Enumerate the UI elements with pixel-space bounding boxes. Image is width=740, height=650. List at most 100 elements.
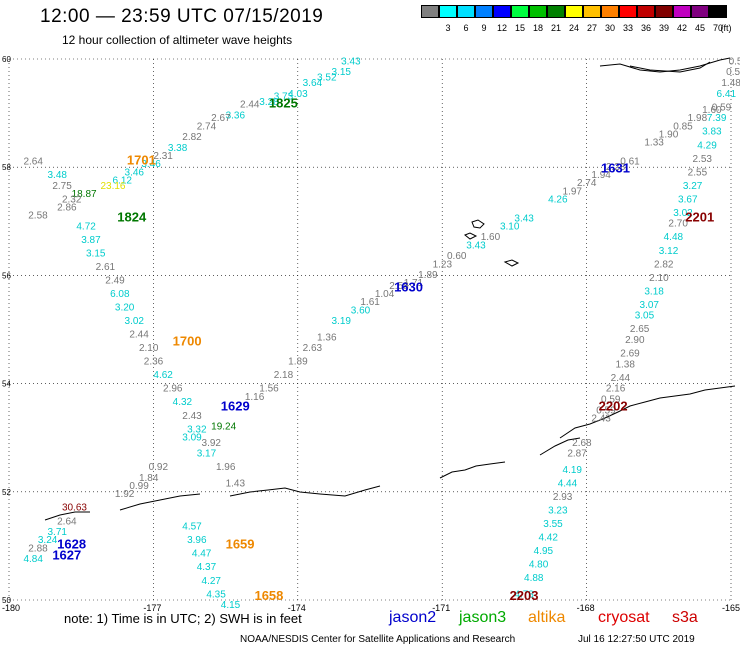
wave-height-value: 0.59: [596, 405, 616, 416]
wave-height-value: 3.12: [659, 246, 679, 257]
wave-height-value: 2.10: [139, 343, 159, 354]
wave-height-value: 4.37: [197, 562, 217, 573]
wave-height-value: 4.48: [664, 232, 684, 243]
wave-height-value: 2.53: [692, 154, 712, 165]
wave-height-value: 2.61: [96, 262, 116, 273]
legend-swatch: [439, 5, 457, 18]
wave-height-value: 3.36: [226, 111, 246, 122]
wave-height-value: 1.60: [481, 232, 501, 243]
wave-height-value: 3.46: [125, 167, 145, 178]
coast-st-lawrence-island: [629, 61, 711, 73]
legend-label: 33: [622, 23, 633, 33]
wave-height-value: 4.15: [221, 600, 241, 611]
wave-height-value: 2.43: [591, 413, 611, 424]
satellite-name-s3a: s3a: [672, 609, 698, 626]
wave-height-value: 1.94: [591, 170, 611, 181]
wave-height-value: 3.73: [274, 92, 294, 103]
wave-height-value: 3.48: [48, 170, 68, 181]
latitude-label: 54: [2, 380, 11, 389]
wave-height-value: 0.59: [726, 67, 740, 78]
legend-label: 70: [712, 23, 723, 33]
altimeter-track-values: 3.433.153.523.644.033.733.282.443.362.67…: [23, 56, 740, 611]
legend-swatch: [691, 5, 709, 18]
legend-swatch: [475, 5, 493, 18]
wave-height-value: 3.28: [259, 97, 279, 108]
wave-height-value: 1.48: [721, 78, 740, 89]
wave-height-value: 3.52: [317, 73, 337, 84]
wave-height-value: 3.87: [81, 235, 101, 246]
wave-height-value: 2.23: [606, 162, 626, 173]
legend-swatch: [673, 5, 691, 18]
wave-height-value: 3.43: [466, 240, 486, 251]
wave-height-value: 1.33: [644, 138, 664, 149]
coast-alaska-peninsula: [559, 385, 736, 439]
wave-height-value: 3.46: [141, 159, 161, 170]
wave-height-value: 3.18: [644, 286, 664, 297]
wave-height-value: 23.16: [100, 181, 125, 192]
legend-label: 42: [676, 23, 687, 33]
wave-height-value: 1.56: [259, 384, 279, 395]
wave-height-value: 4.84: [23, 554, 43, 565]
longitude-label: -171: [432, 603, 450, 613]
legend-label: 39: [658, 23, 669, 33]
longitude-labels: -180 -177 -174 -171 -168 -165: [2, 603, 740, 613]
legend-swatch: [493, 5, 511, 18]
wave-height-value: 2.44: [240, 100, 260, 111]
wave-height-value: 3.38: [168, 143, 188, 154]
wave-height-value: 1.89: [418, 270, 438, 281]
satellite-name-jason3: jason3: [459, 609, 507, 626]
satellite-name-cryosat: cryosat: [598, 609, 650, 626]
wave-height-value: 6.41: [717, 89, 737, 100]
wave-height-value: 1.97: [563, 186, 583, 197]
wave-height-value: 2.82: [654, 259, 674, 270]
wave-height-value: 19.24: [211, 422, 236, 433]
wave-height-value: 0.59: [712, 102, 732, 113]
legend-swatch: [583, 5, 601, 18]
coast-pribilof-a: [464, 232, 478, 240]
pass-time-label: 1629: [221, 399, 250, 414]
legend-label: 24: [568, 23, 579, 33]
legend-swatch: [709, 5, 727, 18]
pass-time-label: 1700: [173, 334, 202, 349]
wave-height-value: 3.60: [351, 305, 371, 316]
wave-height-value: 3.96: [187, 535, 207, 546]
legend-swatch: [637, 5, 655, 18]
wave-height-value: 2.90: [625, 335, 645, 346]
coast-unimak: [539, 437, 581, 456]
pass-time-label: 1627: [52, 547, 81, 562]
wave-height-value: 2.65: [630, 324, 650, 335]
wave-height-value: 4.19: [563, 465, 583, 476]
wave-height-value: 2.75: [52, 181, 72, 192]
wave-height-value: 4.80: [529, 560, 549, 571]
wave-height-value: 2.69: [620, 349, 640, 360]
legend-swatch: [421, 5, 439, 18]
graticule: [8, 58, 732, 601]
wave-height-value: 1.16: [245, 392, 265, 403]
latitude-label: 52: [2, 488, 11, 497]
legend-label: 3: [445, 23, 451, 33]
wave-height-value: 2.49: [105, 276, 125, 287]
pass-time-label: 1631: [601, 161, 630, 176]
wave-height-value: 18.87: [72, 189, 97, 200]
legend-label: 21: [550, 23, 561, 33]
wave-height-value: 3.23: [548, 505, 568, 516]
pass-time-label: 1825: [269, 96, 298, 111]
wave-height-value: 0.59: [601, 395, 621, 406]
wave-height-value: 2.10: [649, 273, 669, 284]
wave-height-value: 2.74: [197, 121, 217, 132]
wave-height-value: 3.83: [702, 127, 722, 138]
wave-height-value: 3.55: [543, 519, 563, 530]
wave-height-value: 1.61: [360, 297, 380, 308]
satellite-name-altika: altika: [528, 609, 566, 626]
legend-swatch: [511, 5, 529, 18]
wave-height-value: 3.43: [514, 213, 534, 224]
wave-height-value: 1.71: [404, 278, 424, 289]
wave-height-value: 4.32: [173, 397, 193, 408]
wave-height-value: 2.86: [57, 202, 77, 213]
legend-swatch: [457, 5, 475, 18]
wave-height-value: 2.82: [182, 132, 202, 143]
legend-label: 6: [463, 23, 469, 33]
wave-height-value: 0.92: [149, 462, 169, 473]
wave-height-value: 6.08: [110, 289, 130, 300]
